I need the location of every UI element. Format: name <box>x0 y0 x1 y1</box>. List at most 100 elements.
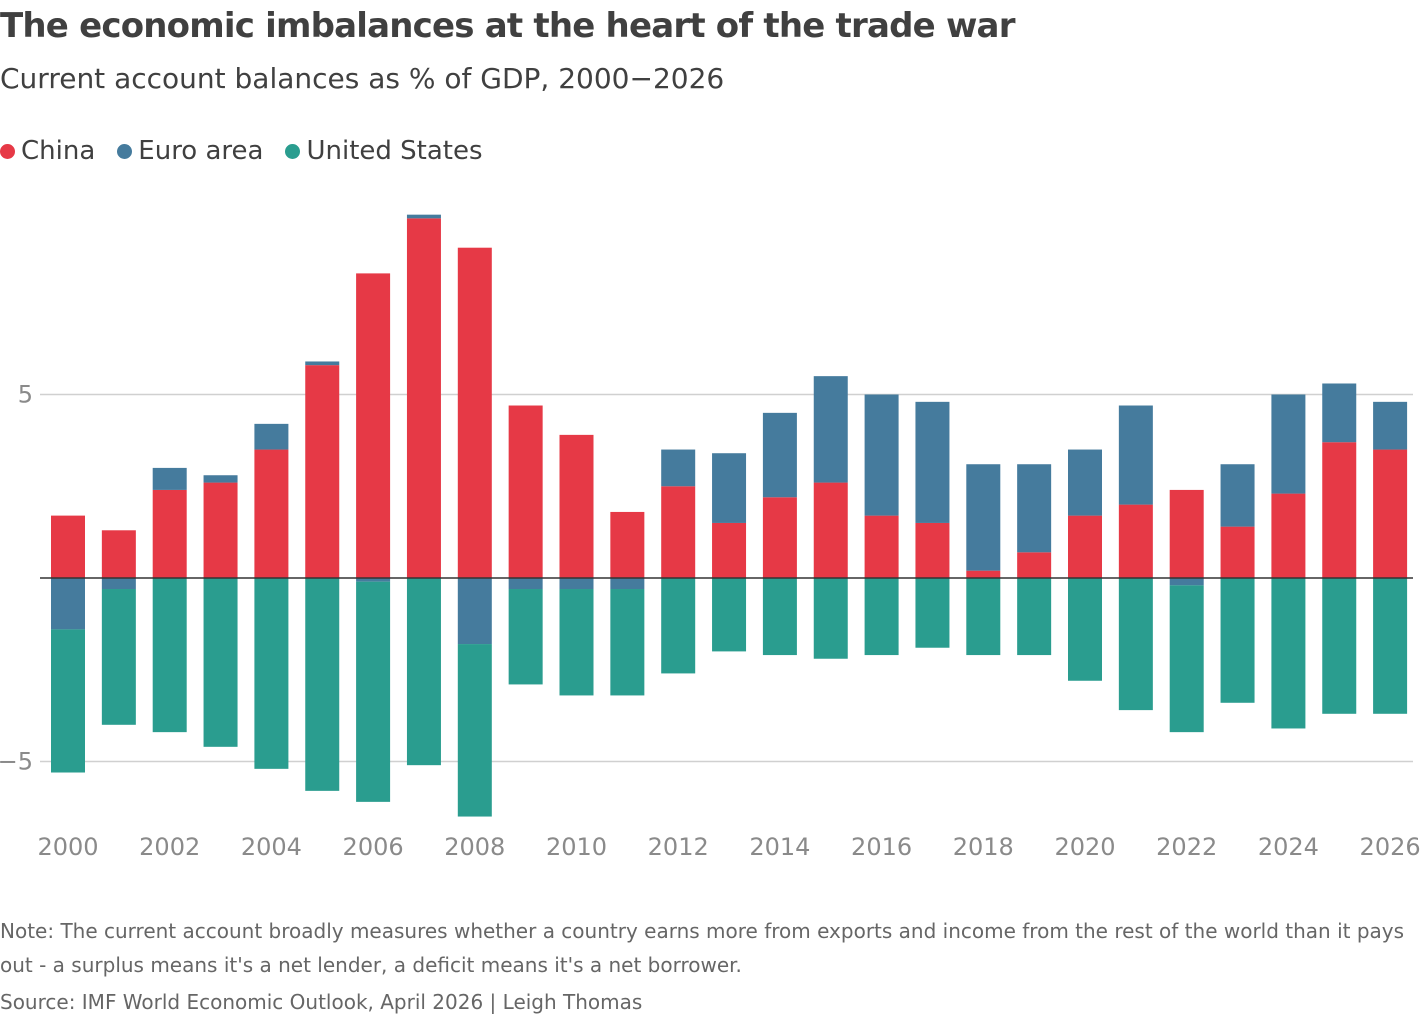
x-tick-label-2024: 2024 <box>1258 833 1319 861</box>
bar-china-2009 <box>508 405 543 578</box>
bar-euro-area-2017 <box>915 401 950 523</box>
bar-united-states-2002 <box>152 578 187 733</box>
bar-china-2020 <box>1068 515 1102 578</box>
bar-euro-area-2012 <box>661 449 696 487</box>
bar-united-states-2021 <box>1118 578 1153 711</box>
chart-source: Source: IMF World Economic Outlook, Apri… <box>0 990 643 1014</box>
bar-united-states-2022 <box>1169 585 1204 733</box>
bar-china-2024 <box>1271 493 1306 578</box>
bar-china-2023 <box>1220 526 1255 578</box>
bar-euro-area-2014 <box>762 412 797 498</box>
bar-united-states-2013 <box>712 578 747 652</box>
bar-china-2005 <box>305 365 340 578</box>
x-tick-label-2018: 2018 <box>953 833 1014 861</box>
bar-united-states-2023 <box>1220 578 1255 703</box>
chart-legend: China Euro area United States <box>0 136 505 166</box>
x-tick-label-2006: 2006 <box>343 833 404 861</box>
bar-united-states-2003 <box>203 578 238 747</box>
bar-united-states-2001 <box>101 589 136 725</box>
legend-item-euro-area: Euro area <box>117 136 263 166</box>
x-tick-label-2000: 2000 <box>37 833 98 861</box>
bar-euro-area-2006 <box>356 578 391 582</box>
bar-china-2012 <box>661 486 696 578</box>
bar-china-2019 <box>1017 552 1052 578</box>
chart-note: Note: The current account broadly measur… <box>0 919 1405 977</box>
bar-united-states-2017 <box>915 578 950 648</box>
bar-euro-area-2013 <box>712 453 747 523</box>
bar-china-2017 <box>915 522 950 578</box>
bar-euro-area-2008 <box>457 578 492 645</box>
bar-china-2001 <box>101 530 136 578</box>
bar-euro-area-2007 <box>406 214 441 219</box>
bar-china-2015 <box>813 482 848 578</box>
bar-united-states-2010 <box>559 589 594 696</box>
bar-euro-area-2024 <box>1271 394 1306 494</box>
legend-item-united-states: United States <box>285 136 483 166</box>
bar-united-states-2020 <box>1068 578 1102 681</box>
bar-united-states-2024 <box>1271 578 1306 729</box>
legend-label-china: China <box>21 136 96 166</box>
chart-subtitle: Current account balances as % of GDP, 20… <box>0 62 725 95</box>
legend-swatch-euro-area <box>117 143 133 159</box>
legend-swatch-united-states <box>285 143 301 159</box>
bar-euro-area-2015 <box>813 376 848 483</box>
x-tick-label-2022: 2022 <box>1156 833 1217 861</box>
legend-item-china: China <box>0 136 95 166</box>
bar-united-states-2011 <box>610 589 645 696</box>
stacked-bar-chart: 5 −5 2000 2002 2004 2006 2008 2010 2012 2014 2016 2… <box>0 214 1420 862</box>
bar-china-2002 <box>152 489 187 578</box>
legend-label-euro-area: Euro area <box>138 136 264 166</box>
bar-china-2021 <box>1118 504 1153 578</box>
bar-euro-area-2023 <box>1220 464 1255 527</box>
bar-china-2025 <box>1322 442 1357 578</box>
bar-china-2003 <box>203 482 238 578</box>
bar-united-states-2015 <box>813 578 848 659</box>
bar-china-2022 <box>1169 489 1204 578</box>
bar-euro-area-2011 <box>610 578 645 590</box>
bar-china-2016 <box>864 515 899 578</box>
bar-euro-area-2005 <box>305 361 340 366</box>
bar-united-states-2008 <box>457 644 492 817</box>
x-tick-label-2012: 2012 <box>648 833 709 861</box>
bar-euro-area-2020 <box>1068 449 1102 516</box>
bar-china-2006 <box>356 273 391 578</box>
x-tick-label-2002: 2002 <box>139 833 200 861</box>
bar-euro-area-2021 <box>1118 405 1153 505</box>
x-tick-label-2020: 2020 <box>1054 833 1115 861</box>
bar-china-2018 <box>966 570 1001 578</box>
bar-euro-area-2026 <box>1373 401 1408 450</box>
chart-title: The economic imbalances at the heart of … <box>0 6 1015 46</box>
bar-euro-area-2001 <box>101 578 136 590</box>
x-tick-label-2026: 2026 <box>1360 833 1420 861</box>
bar-china-2000 <box>51 515 85 578</box>
bar-united-states-2019 <box>1017 578 1052 656</box>
bar-euro-area-2004 <box>254 423 289 450</box>
bar-united-states-2005 <box>305 578 340 791</box>
y-tick-label: 5 <box>18 381 33 409</box>
bar-euro-area-2018 <box>966 464 1001 571</box>
bars <box>51 214 1408 817</box>
bar-china-2011 <box>610 511 645 578</box>
bar-united-states-2014 <box>762 578 797 656</box>
x-tick-label-2010: 2010 <box>546 833 607 861</box>
x-tick-label-2014: 2014 <box>749 833 810 861</box>
bar-united-states-2007 <box>406 578 441 766</box>
bar-united-states-2016 <box>864 578 899 656</box>
x-tick-label-2008: 2008 <box>444 833 505 861</box>
bar-euro-area-2009 <box>508 578 543 590</box>
bar-euro-area-2025 <box>1322 383 1357 443</box>
bar-euro-area-2016 <box>864 394 899 516</box>
bar-china-2010 <box>559 434 594 578</box>
bar-china-2004 <box>254 449 289 578</box>
bar-euro-area-2003 <box>203 475 238 483</box>
bar-united-states-2000 <box>51 629 85 773</box>
bar-euro-area-2019 <box>1017 464 1052 553</box>
bar-united-states-2018 <box>966 578 1001 656</box>
bar-united-states-2004 <box>254 578 289 769</box>
axes: 5 −5 2000 2002 2004 2006 2008 2010 2012 2014 2016 2… <box>0 381 1420 862</box>
bar-china-2008 <box>457 247 492 578</box>
bar-euro-area-2022 <box>1169 578 1204 586</box>
y-tick-label: −5 <box>0 748 33 776</box>
bar-euro-area-2002 <box>152 467 187 490</box>
x-tick-label-2016: 2016 <box>851 833 912 861</box>
